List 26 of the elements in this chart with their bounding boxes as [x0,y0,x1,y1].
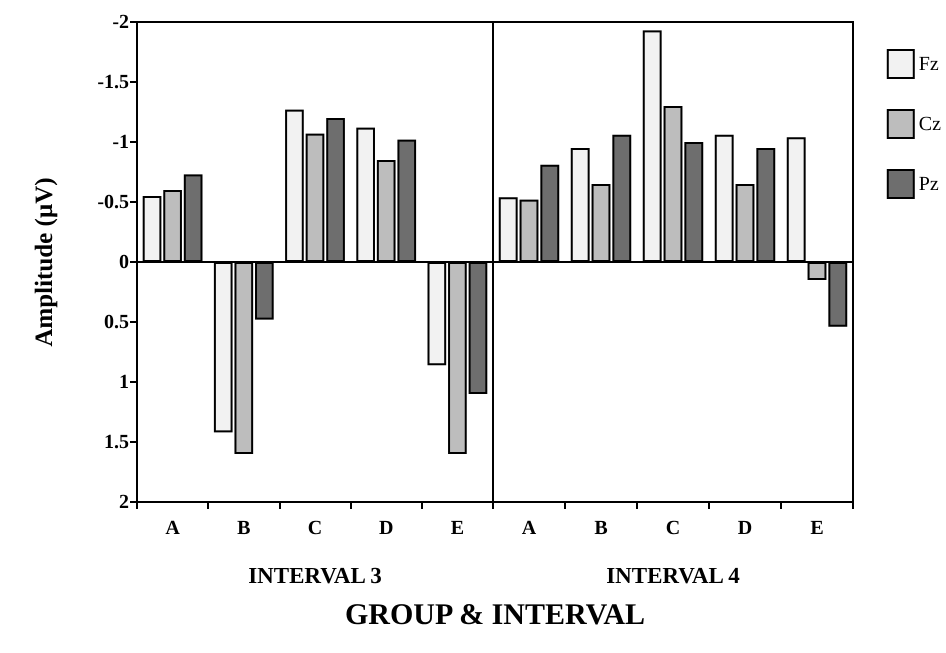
y-tick-label: -1.5 [97,71,129,93]
legend-label: Cz [918,113,942,135]
text: GROUP & INTERVAL [344,598,646,632]
x-axis-title: INTERVAL 3 [248,563,382,588]
y-tick-label: -1 [112,131,129,153]
x-axis-title: INTERVAL 4 [606,563,740,588]
y-tick-label: 0.5 [104,311,129,333]
y-tick-label: 1 [119,371,129,393]
x-tick-label: A [522,517,537,539]
x-tick-label: D [738,517,752,539]
x-tick-label: C [666,517,680,539]
y-tick-label: 0 [119,251,129,273]
x-tick-label: C [308,517,322,539]
x-tick-label: A [165,517,180,539]
x-tick-label: E [450,517,464,539]
x-tick-label: B [237,517,250,539]
y-tick-label: 2 [119,491,129,513]
y-tick-label: -0.5 [97,191,129,213]
x-tick-label: B [594,517,608,539]
y-tick-label: -2 [112,11,129,33]
x-tick-label: E [810,517,824,539]
y-tick-label: 1.5 [104,431,129,453]
x-tick-label: D [378,517,394,539]
y-axis-title: Amplitude (µV) [31,177,58,347]
legend-label: Pz [918,173,939,195]
legend-label: Fz [918,53,939,75]
